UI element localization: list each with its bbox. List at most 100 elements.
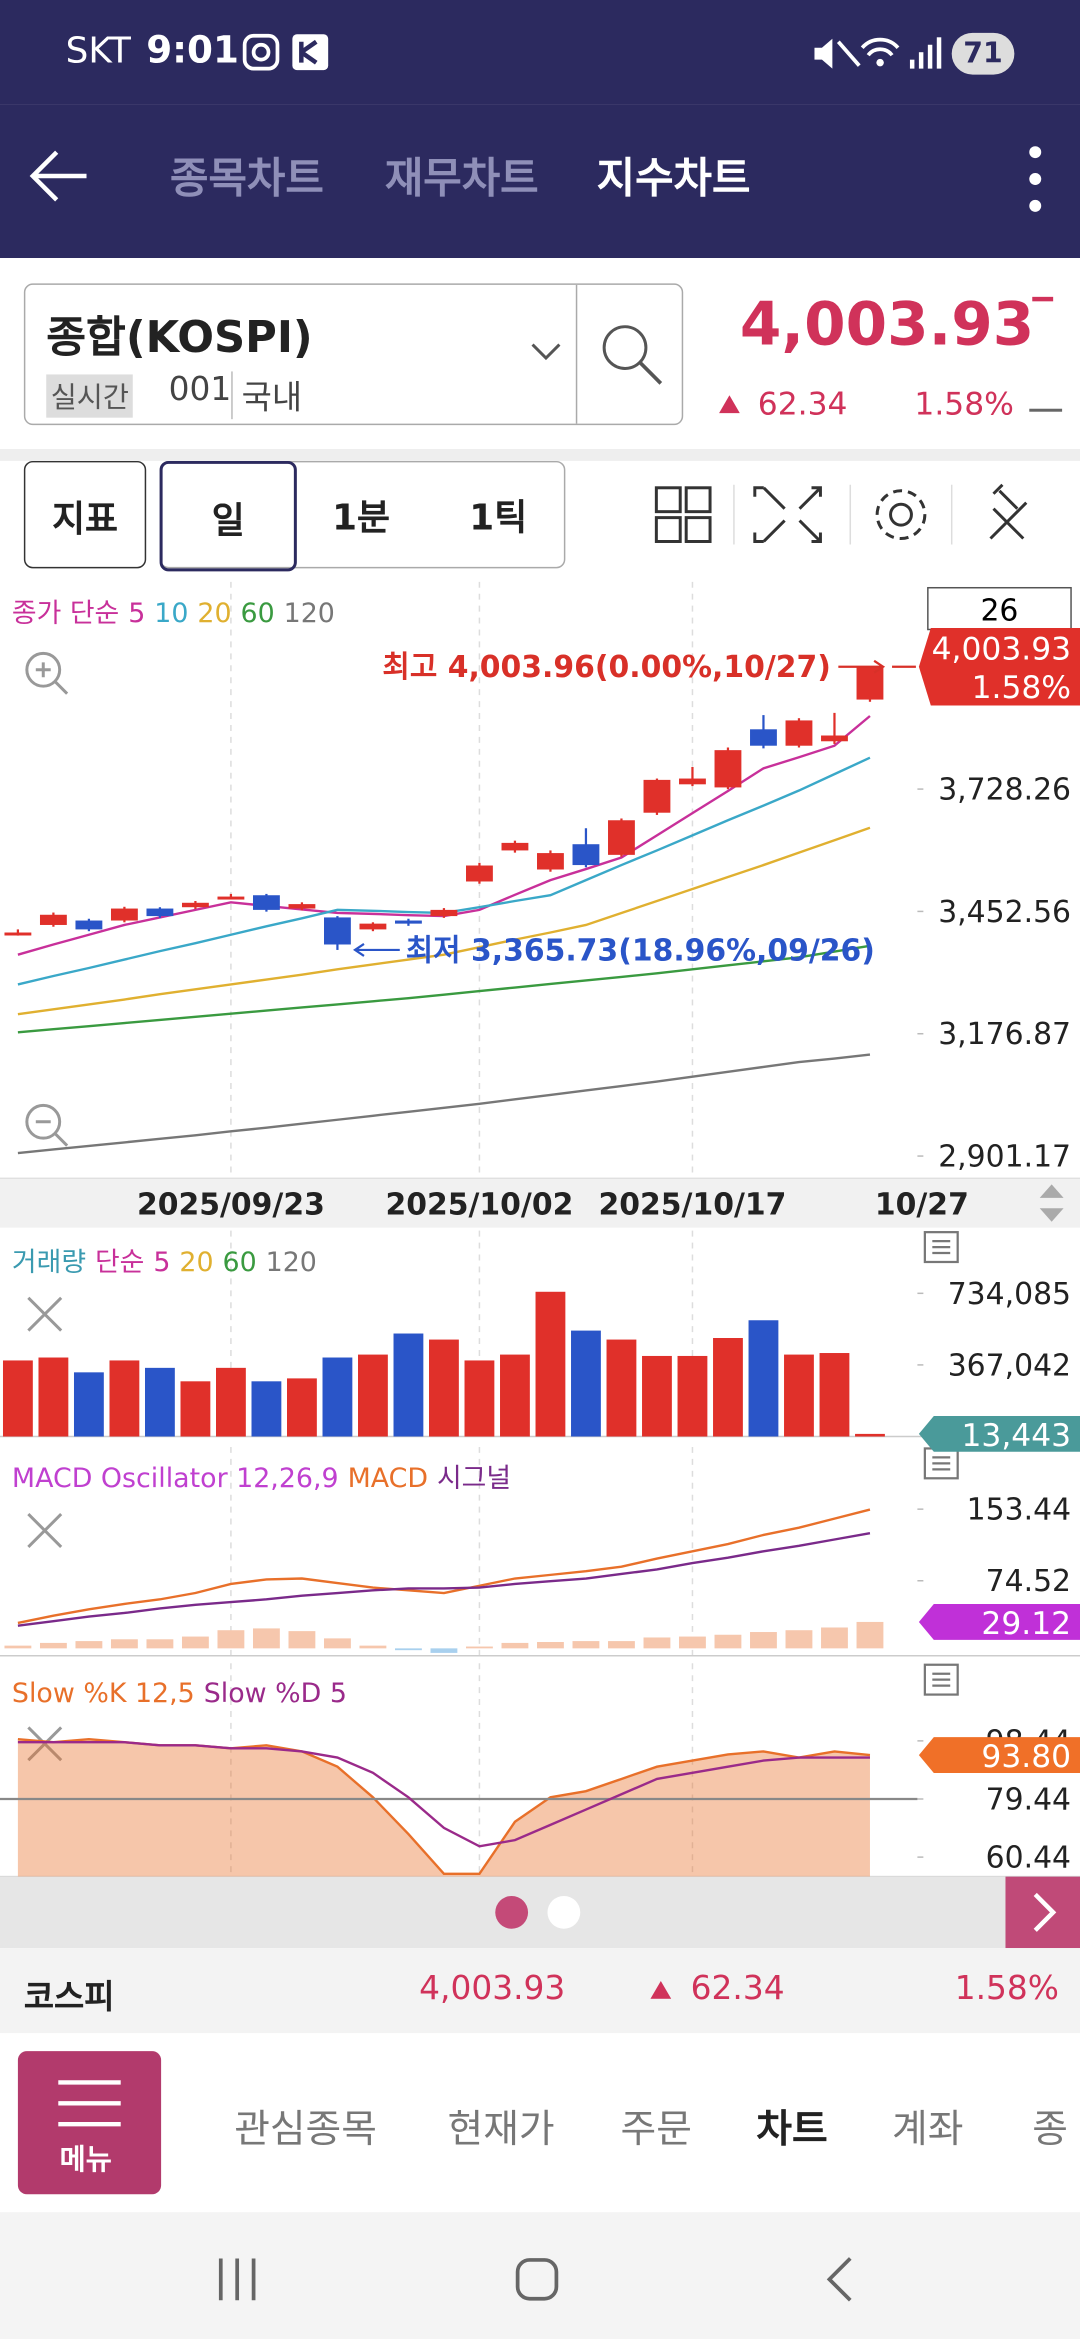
volume-bar	[855, 1433, 885, 1437]
tag: 실시간	[46, 374, 134, 418]
oscillator-bar	[714, 1634, 742, 1649]
candle-body	[466, 865, 493, 882]
volume-bar	[784, 1354, 814, 1437]
legend-item: 20	[179, 1247, 213, 1278]
volume-bar	[322, 1357, 353, 1437]
volume-bar	[2, 1360, 33, 1437]
legend: Slow %K 12,5 Slow %D 5	[12, 1678, 347, 1709]
candle-body	[181, 902, 209, 908]
volume-bar	[571, 1330, 601, 1437]
y-tick-label: 79.44	[986, 1782, 1071, 1817]
symbol-box[interactable]: 종합(KOSPI) 실시간 001 국내	[23, 283, 684, 426]
dropdown[interactable]	[530, 342, 563, 363]
candle-body	[323, 917, 351, 945]
y-tick-label: 60.44	[986, 1841, 1071, 1876]
y-tick-label: 367,042	[948, 1348, 1071, 1383]
next-button[interactable]	[1005, 1876, 1080, 1949]
nav-item[interactable]: 주문	[620, 2107, 692, 2153]
page-dot-active[interactable]	[495, 1895, 529, 1929]
volume-bar	[748, 1320, 779, 1437]
volume-bar	[642, 1355, 672, 1437]
nav-item[interactable]: 종	[1032, 2107, 1068, 2153]
period-day[interactable]: 일	[159, 460, 297, 572]
last-badge-pct: 1.58%	[972, 670, 1071, 706]
oscillator-bar	[785, 1630, 813, 1649]
charts: 2,901.17 3,176.87 3,452.56 3,728.26 2025/09/…	[0, 581, 1080, 1877]
more-button[interactable]	[1020, 143, 1050, 218]
candle-body	[288, 904, 316, 909]
menu-button[interactable]: 메뉴	[17, 2051, 162, 2195]
search-button[interactable]	[598, 321, 670, 393]
candle-body	[359, 923, 387, 930]
candle-body	[39, 914, 67, 925]
legend-item: 120	[284, 598, 335, 629]
status-icons-right	[814, 37, 942, 69]
y-tick-label: 734,085	[948, 1277, 1071, 1312]
candle-body	[395, 920, 422, 924]
oscillator-bar	[4, 1645, 32, 1649]
y-tick-label: 3,728.26	[938, 773, 1071, 808]
back-button[interactable]	[27, 146, 93, 206]
last-badge-label: 93.80	[981, 1739, 1071, 1775]
candle-body	[821, 735, 848, 742]
legend: 종가 단순 5 10 20 60 120	[12, 598, 335, 629]
volume-bar	[251, 1381, 282, 1437]
system-buttons[interactable]	[209, 2254, 880, 2305]
tab[interactable]: 종목차트	[170, 153, 324, 203]
clock: 9:01	[146, 28, 239, 72]
oscillator-bar	[288, 1631, 316, 1649]
nav-item-active[interactable]: 차트	[756, 2107, 828, 2153]
y-tick-label: 2,901.17	[938, 1139, 1071, 1174]
candle-body	[430, 909, 458, 917]
divider	[575, 284, 578, 424]
period-tick[interactable]: 1틱	[469, 495, 528, 538]
volume-bar	[606, 1339, 637, 1437]
tab[interactable]: 재무차트	[384, 153, 539, 203]
battery: 71	[951, 32, 1015, 75]
volume-bar	[500, 1354, 530, 1437]
separator	[0, 449, 1080, 461]
legend-title: 종가 단순	[12, 598, 119, 629]
volume-bar	[393, 1333, 424, 1437]
period-minute[interactable]: 1분	[332, 495, 390, 538]
oscillator-bar	[359, 1645, 387, 1649]
nav-item[interactable]: 현재가	[447, 2107, 555, 2153]
nav-item[interactable]: 계좌	[892, 2107, 964, 2153]
x-tick-label: 2025/09/23	[137, 1187, 325, 1222]
indicator-button[interactable]: 지표	[23, 460, 147, 569]
oscillator-bar	[501, 1642, 529, 1649]
legend: MACD Oscillator 12,26,9 MACD 시그널	[12, 1463, 511, 1494]
y-tick-label: 3,452.56	[938, 895, 1071, 930]
legend-item: 60	[223, 1247, 257, 1278]
scroll-arrows	[1039, 1184, 1064, 1222]
page-dot[interactable]	[547, 1895, 581, 1929]
high-arrow	[838, 659, 916, 674]
carrier: SKT	[65, 29, 131, 72]
candle-body	[750, 729, 777, 746]
candle-body	[537, 853, 564, 870]
candle-body	[75, 920, 103, 930]
oscillator-bar	[217, 1630, 245, 1649]
volume-bar	[358, 1354, 388, 1437]
legend-item: 120	[266, 1247, 317, 1278]
volume-bar	[73, 1372, 104, 1437]
volume-bar	[429, 1339, 459, 1437]
last-badge	[918, 1737, 1080, 1773]
tab-active[interactable]: 지수차트	[596, 153, 751, 203]
tool-icons[interactable]	[641, 479, 1074, 554]
candle-body	[679, 778, 706, 785]
nav-bar: 종목차트 재무차트 지수차트	[0, 104, 1080, 259]
ticker-change-pct: 1.58%	[954, 1970, 1059, 2008]
bottom-nav: 메뉴 관심종목 현재가 주문 차트 계좌 종	[0, 2033, 1080, 2213]
up-arrow	[719, 395, 740, 414]
status-bar: SKT 9:01 71	[0, 0, 1080, 105]
candle-body	[643, 779, 671, 813]
legend-item: Slow %K 12,5	[12, 1678, 195, 1709]
candle-body	[608, 820, 635, 855]
oscillator-bar	[323, 1638, 351, 1649]
nav-item[interactable]: 관심종목	[234, 2107, 377, 2153]
legend-sub: 단순	[95, 1247, 144, 1278]
oscillator-bar	[679, 1636, 706, 1649]
oscillator-bar	[572, 1641, 600, 1649]
